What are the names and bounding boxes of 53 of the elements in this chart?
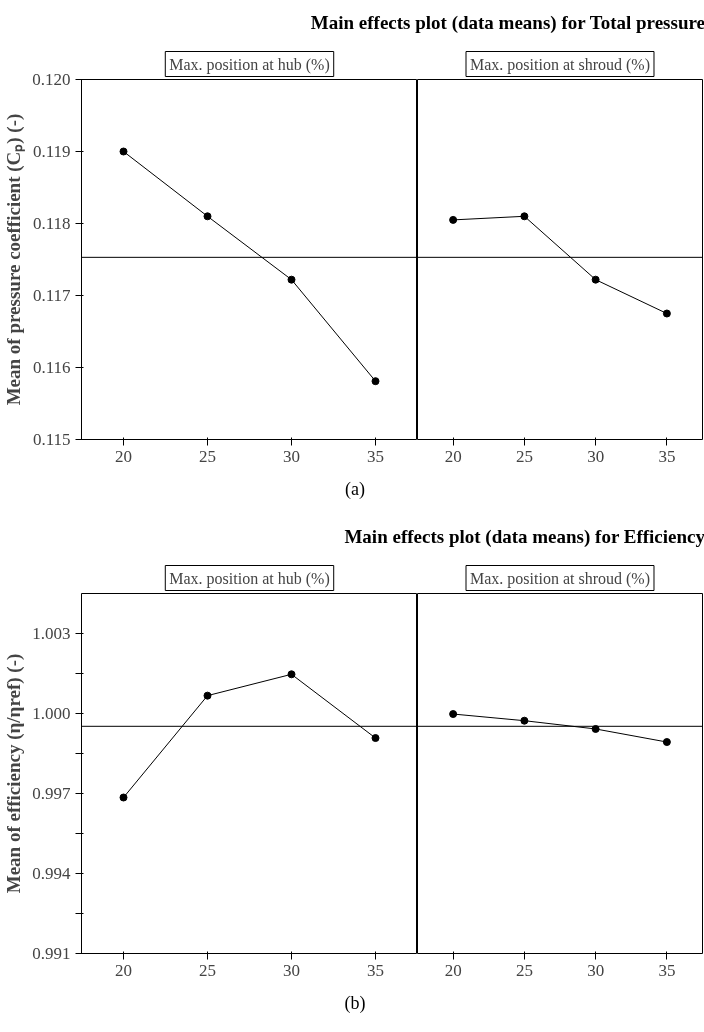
y-tick-label: 1.003 [32, 624, 71, 643]
x-tick-label: 35 [658, 446, 676, 466]
point [449, 710, 458, 719]
text: (b) [344, 992, 366, 1015]
y-axis-title: Mean of efficiency (η/ηref) (-) [3, 653, 26, 894]
x-tick-label: 30 [587, 960, 605, 980]
point [203, 212, 212, 221]
text: Main effects plot (data means) for Total pressure [310, 11, 704, 35]
point [371, 734, 380, 743]
chart-subtitle: Max. position at hub (%) [169, 569, 330, 588]
point [520, 716, 529, 725]
point [203, 691, 212, 700]
x-tick-label: 20 [115, 960, 132, 980]
text: 1.000 [32, 704, 71, 723]
x-tick-label: 25 [515, 446, 533, 466]
y-tick-label: 0.994 [32, 864, 71, 883]
x-tick-label: 30 [283, 446, 300, 466]
y-tick-label: 0.116 [32, 358, 71, 377]
x-tick-label: 30 [283, 960, 300, 980]
point [287, 670, 296, 679]
point [591, 275, 600, 284]
point [287, 275, 296, 284]
x-tick-label: 25 [199, 960, 216, 980]
chart-subtitle: Max. position at shroud (%) [470, 569, 650, 588]
point [662, 309, 671, 318]
point [119, 793, 128, 802]
x-tick-label: 25 [515, 960, 533, 980]
x-tick-label: 20 [444, 446, 462, 466]
x-tick-label: 25 [199, 446, 216, 466]
x-tick-label: 20 [115, 446, 132, 466]
y-tick-label: 0.119 [32, 142, 71, 161]
point [591, 724, 600, 733]
text: (a) [345, 478, 365, 501]
y-tick-label: 0.118 [32, 214, 71, 233]
text: 0.120 [32, 70, 71, 89]
x-tick-label: 35 [658, 960, 676, 980]
x-tick-label: 35 [367, 446, 384, 466]
y-tick-label: 0.997 [32, 784, 71, 803]
y-tick-label: 0.115 [32, 430, 71, 449]
x-tick-label: 30 [587, 446, 605, 466]
text: Main effects plot (data means) for Efficiency [344, 525, 704, 549]
point [119, 147, 128, 156]
x-tick-label: 20 [444, 960, 462, 980]
point [662, 738, 671, 747]
x-tick-label: 35 [367, 960, 384, 980]
chart-subtitle: Max. position at hub (%) [169, 55, 330, 74]
y-axis-title: Mean of pressure coefficient (Cₚ) (-) [3, 113, 26, 406]
y-tick-label: 0.117 [32, 286, 71, 305]
y-tick-label: 0.991 [32, 944, 71, 963]
point [371, 377, 380, 386]
chart-subtitle: Max. position at shroud (%) [470, 55, 650, 74]
point [449, 215, 458, 224]
point [520, 212, 529, 221]
